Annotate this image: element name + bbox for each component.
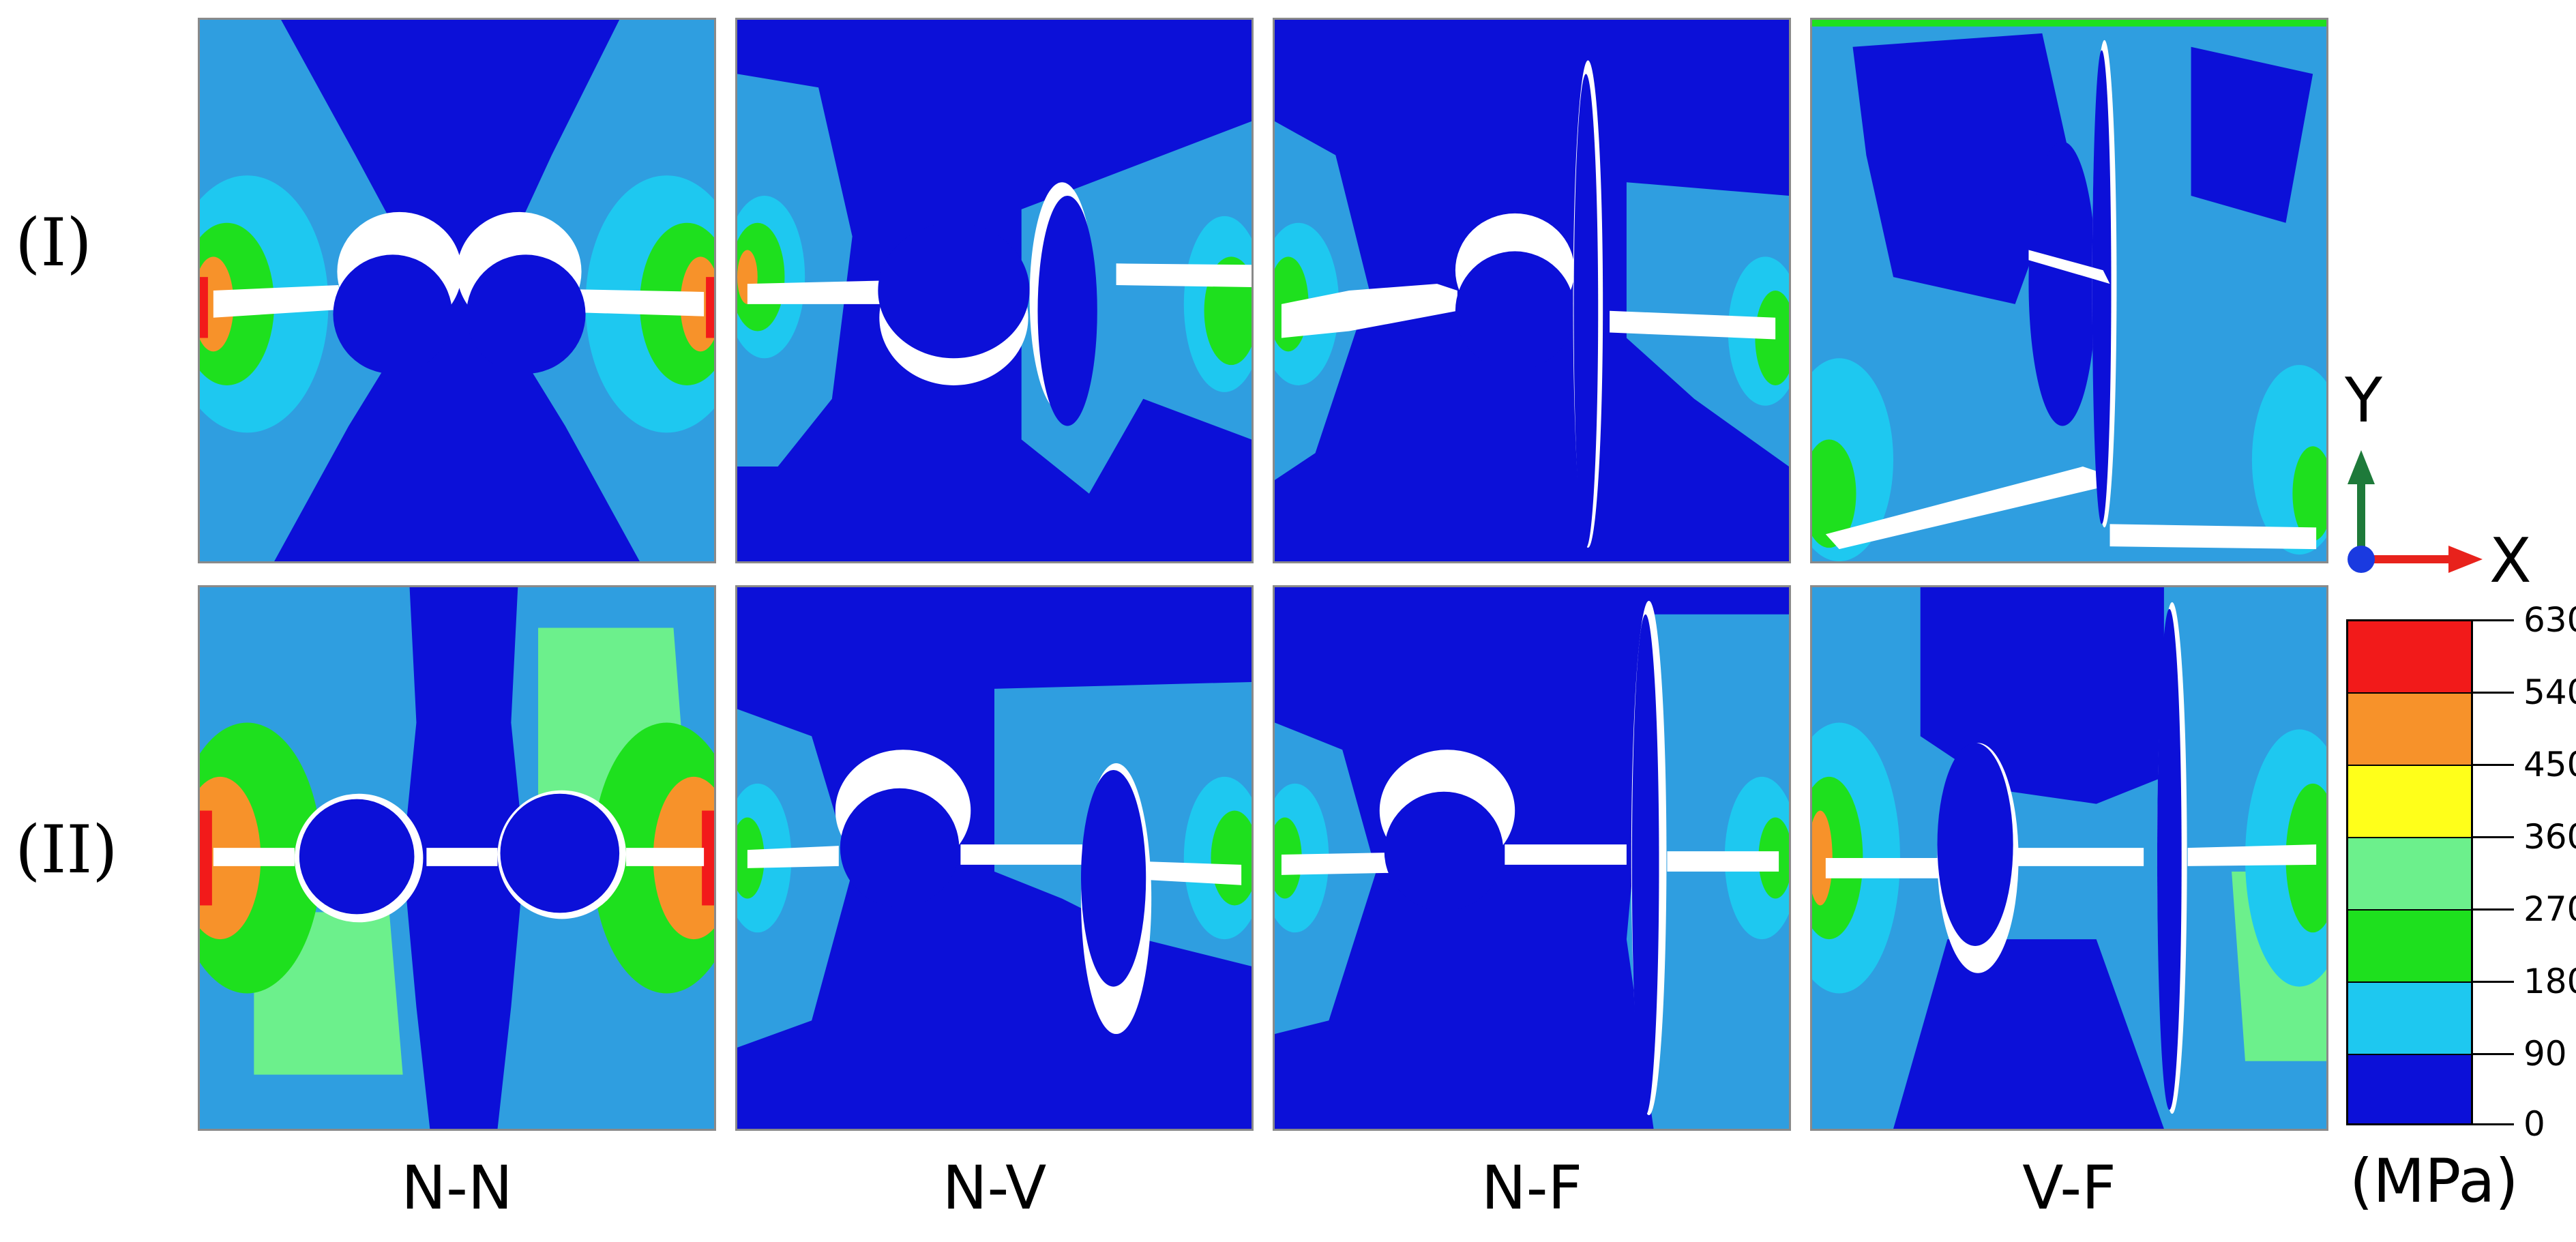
legend-tick — [2473, 908, 2514, 911]
legend-tick-label: 0 — [2523, 1104, 2545, 1144]
legend-cell-90-180 — [2348, 983, 2471, 1055]
axes-indicator — [2339, 361, 2558, 580]
panel-i-nn — [198, 18, 716, 563]
x-axis-label: X — [2489, 525, 2532, 597]
legend-tick-label: 270 — [2523, 889, 2576, 929]
legend-tick — [2473, 619, 2514, 621]
panel-ii-nv — [735, 585, 1254, 1131]
legend-tick-label: 540 — [2523, 672, 2576, 712]
legend-cell-180-270 — [2348, 911, 2471, 983]
legend-cell-360-450 — [2348, 766, 2471, 838]
y-axis-label: Y — [2345, 365, 2382, 437]
legend-cell-540-630 — [2348, 621, 2471, 694]
panel-i-nv — [735, 18, 1254, 563]
x-axis-arrowhead — [2448, 546, 2483, 573]
legend-unit-label: (MPa) — [2350, 1146, 2519, 1216]
legend-tick-label: 630 — [2523, 600, 2576, 640]
legend-cell-270-360 — [2348, 838, 2471, 911]
panel-ii-nn — [198, 585, 716, 1131]
panel-i-nf — [1273, 18, 1791, 563]
legend-tick-label: 360 — [2523, 817, 2576, 857]
legend-tick — [2473, 764, 2514, 766]
legend-tick — [2473, 981, 2514, 983]
row-label-ii: (II) — [15, 812, 118, 888]
panel-ii-vf — [1810, 585, 2328, 1131]
col-label-nf: N-F — [1481, 1153, 1583, 1223]
legend-tick — [2473, 836, 2514, 838]
legend-tick — [2473, 1123, 2514, 1125]
legend-cell-0-90 — [2348, 1055, 2471, 1123]
col-label-nv: N-V — [942, 1153, 1047, 1223]
panel-ii-nf — [1273, 585, 1791, 1131]
y-axis-arrowhead — [2348, 450, 2375, 484]
col-label-vf: V-F — [2022, 1153, 2116, 1223]
legend-tick-label: 450 — [2523, 745, 2576, 784]
legend-tick-label: 180 — [2523, 962, 2576, 1001]
col-label-nn: N-N — [401, 1153, 513, 1223]
legend-colorbar — [2346, 619, 2473, 1125]
row-label-i: (I) — [15, 205, 92, 281]
panel-i-vf — [1810, 18, 2328, 563]
legend-tick-label: 90 — [2523, 1034, 2567, 1074]
origin-dot — [2348, 546, 2375, 573]
legend-cell-450-540 — [2348, 694, 2471, 766]
legend-tick — [2473, 1053, 2514, 1055]
legend-tick — [2473, 692, 2514, 694]
